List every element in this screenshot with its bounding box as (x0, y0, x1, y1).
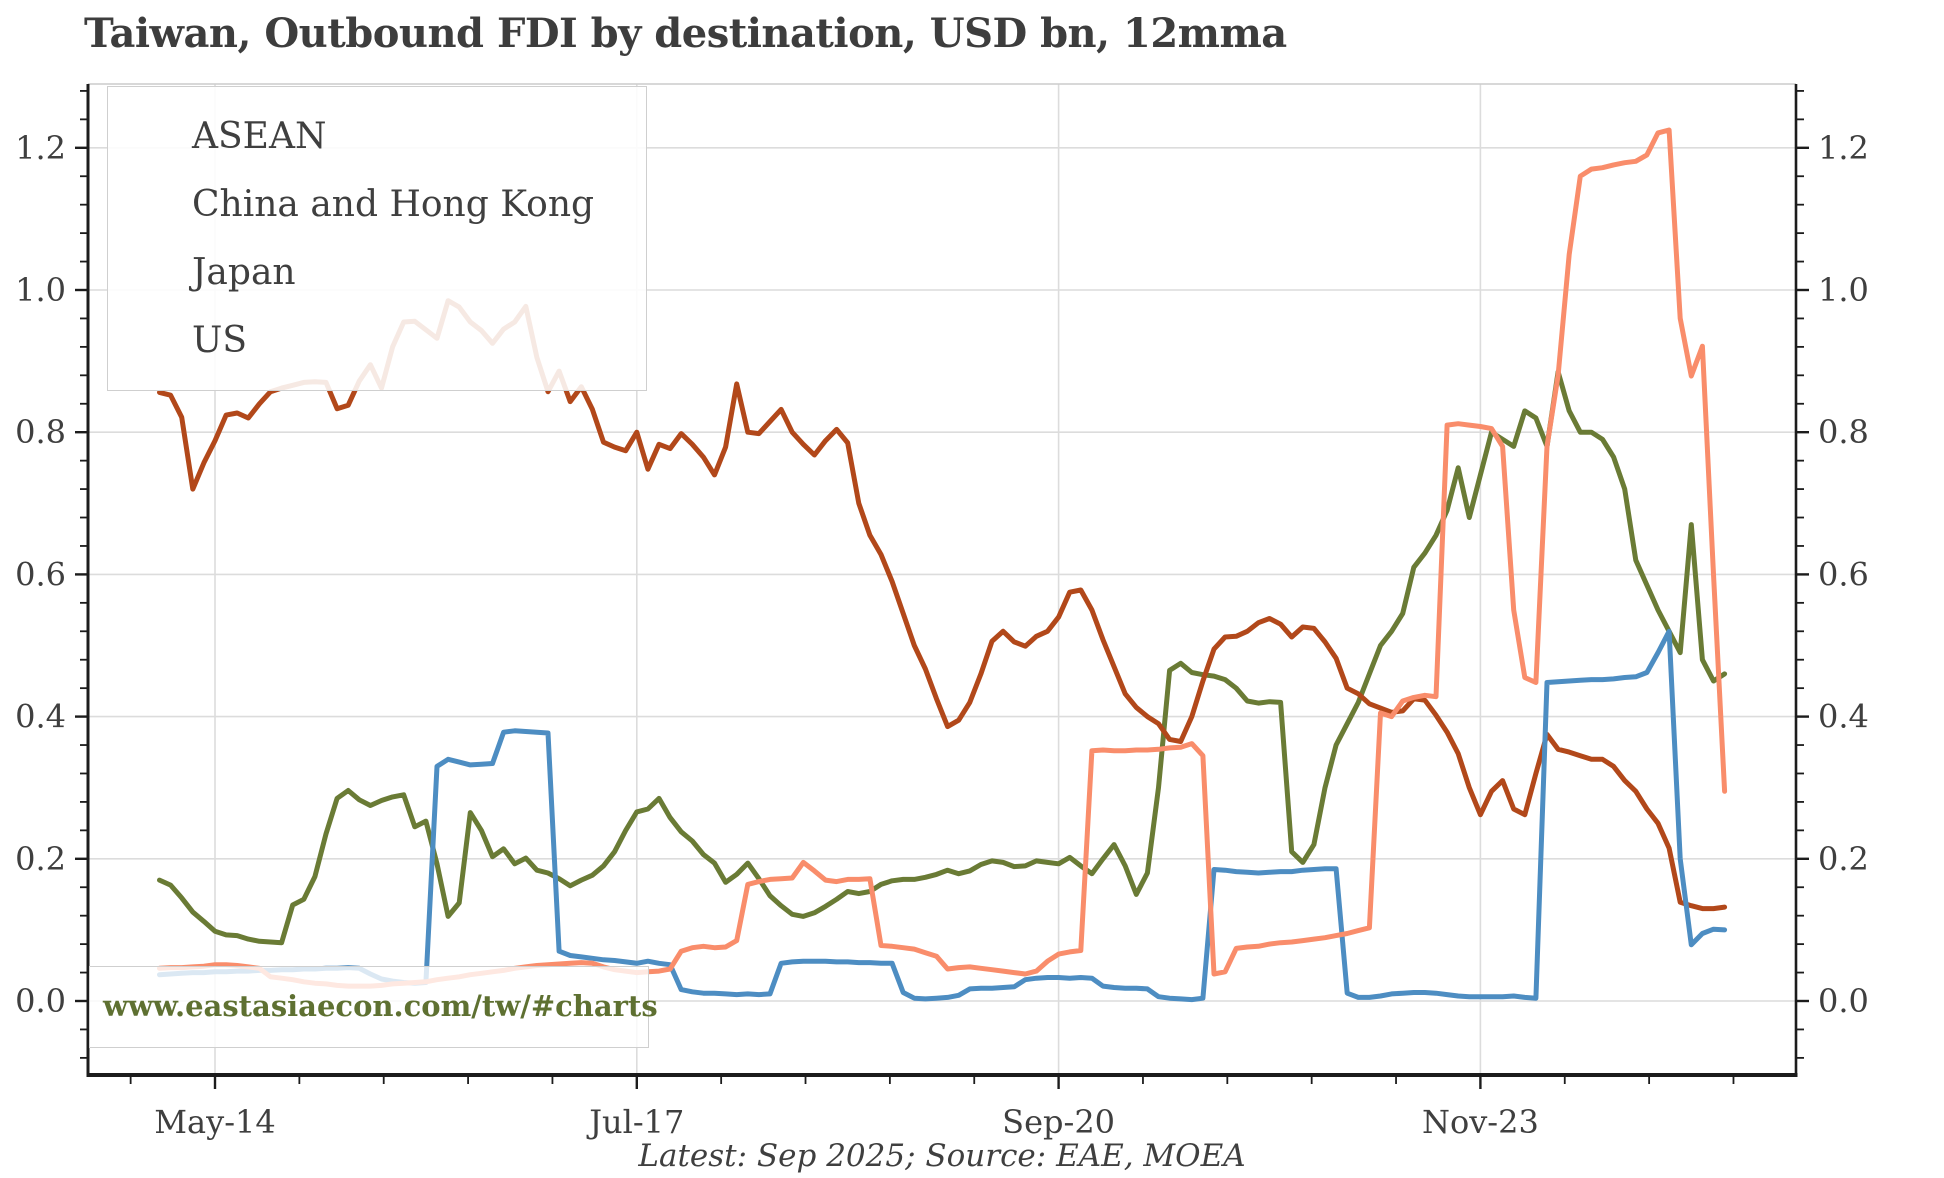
y-tick-label-left: 0.4 (15, 698, 66, 736)
legend-label-us: US (192, 320, 248, 361)
legend-item-china-hk: China and Hong Kong (128, 171, 646, 239)
y-tick-label-left: 0.6 (15, 555, 66, 593)
y-tick-label-left: 1.0 (15, 271, 66, 309)
asean-line-swatch-icon (128, 133, 174, 141)
legend-item-asean: ASEAN (128, 103, 646, 171)
legend-box: ASEAN China and Hong Kong Japan US (107, 86, 647, 391)
us-line-swatch-icon (128, 337, 174, 345)
y-tick-label-right: 1.0 (1818, 271, 1869, 309)
series-line-china-and-hong-kong (157, 298, 1728, 912)
axes-frame-ticks (75, 83, 1809, 1089)
tick-labels: 0.0 0.0 0.2 0.2 0.4 0.4 0.6 0.6 0.8 0.8 1.0 1.0 1.2 1… (15, 129, 1869, 1141)
y-tick-label-left: 0.0 (15, 982, 66, 1020)
watermark-box: www.eastasiaecon.com/tw/#charts (89, 966, 658, 1048)
y-tick-label-left: 0.2 (15, 840, 66, 878)
y-tick-label-right: 0.0 (1818, 982, 1869, 1020)
y-tick-label-right: 0.2 (1818, 840, 1869, 878)
legend-label-japan: Japan (192, 252, 296, 293)
x-tick-label: Jul-17 (586, 1103, 684, 1141)
china-hk-line-swatch-icon (128, 201, 174, 209)
japan-line-swatch-icon (128, 269, 174, 277)
legend-label-china-hk: China and Hong Kong (192, 184, 595, 225)
watermark-url: www.eastasiaecon.com/tw/#charts (103, 989, 658, 1023)
legend-item-us: US (128, 307, 646, 375)
y-tick-label-left: 1.2 (15, 129, 66, 167)
y-tick-label-right: 0.6 (1818, 555, 1869, 593)
series-line-japan (157, 628, 1728, 1003)
y-tick-label-right: 0.8 (1818, 413, 1869, 451)
y-tick-label-right: 0.4 (1818, 698, 1869, 736)
legend-label-asean: ASEAN (192, 116, 327, 157)
chart-title: Taiwan, Outbound FDI by destination, USD… (84, 10, 1287, 57)
x-tick-label: Sep-20 (1002, 1103, 1115, 1141)
y-tick-label-right: 1.2 (1818, 129, 1869, 167)
series-line-asean (157, 369, 1728, 946)
x-tick-label: Nov-23 (1422, 1103, 1539, 1141)
x-tick-label: May-14 (154, 1103, 275, 1141)
source-note: Latest: Sep 2025; Source: EAE, MOEA (638, 1138, 1246, 1174)
legend-item-japan: Japan (128, 239, 646, 307)
y-tick-label-left: 0.8 (15, 413, 66, 451)
